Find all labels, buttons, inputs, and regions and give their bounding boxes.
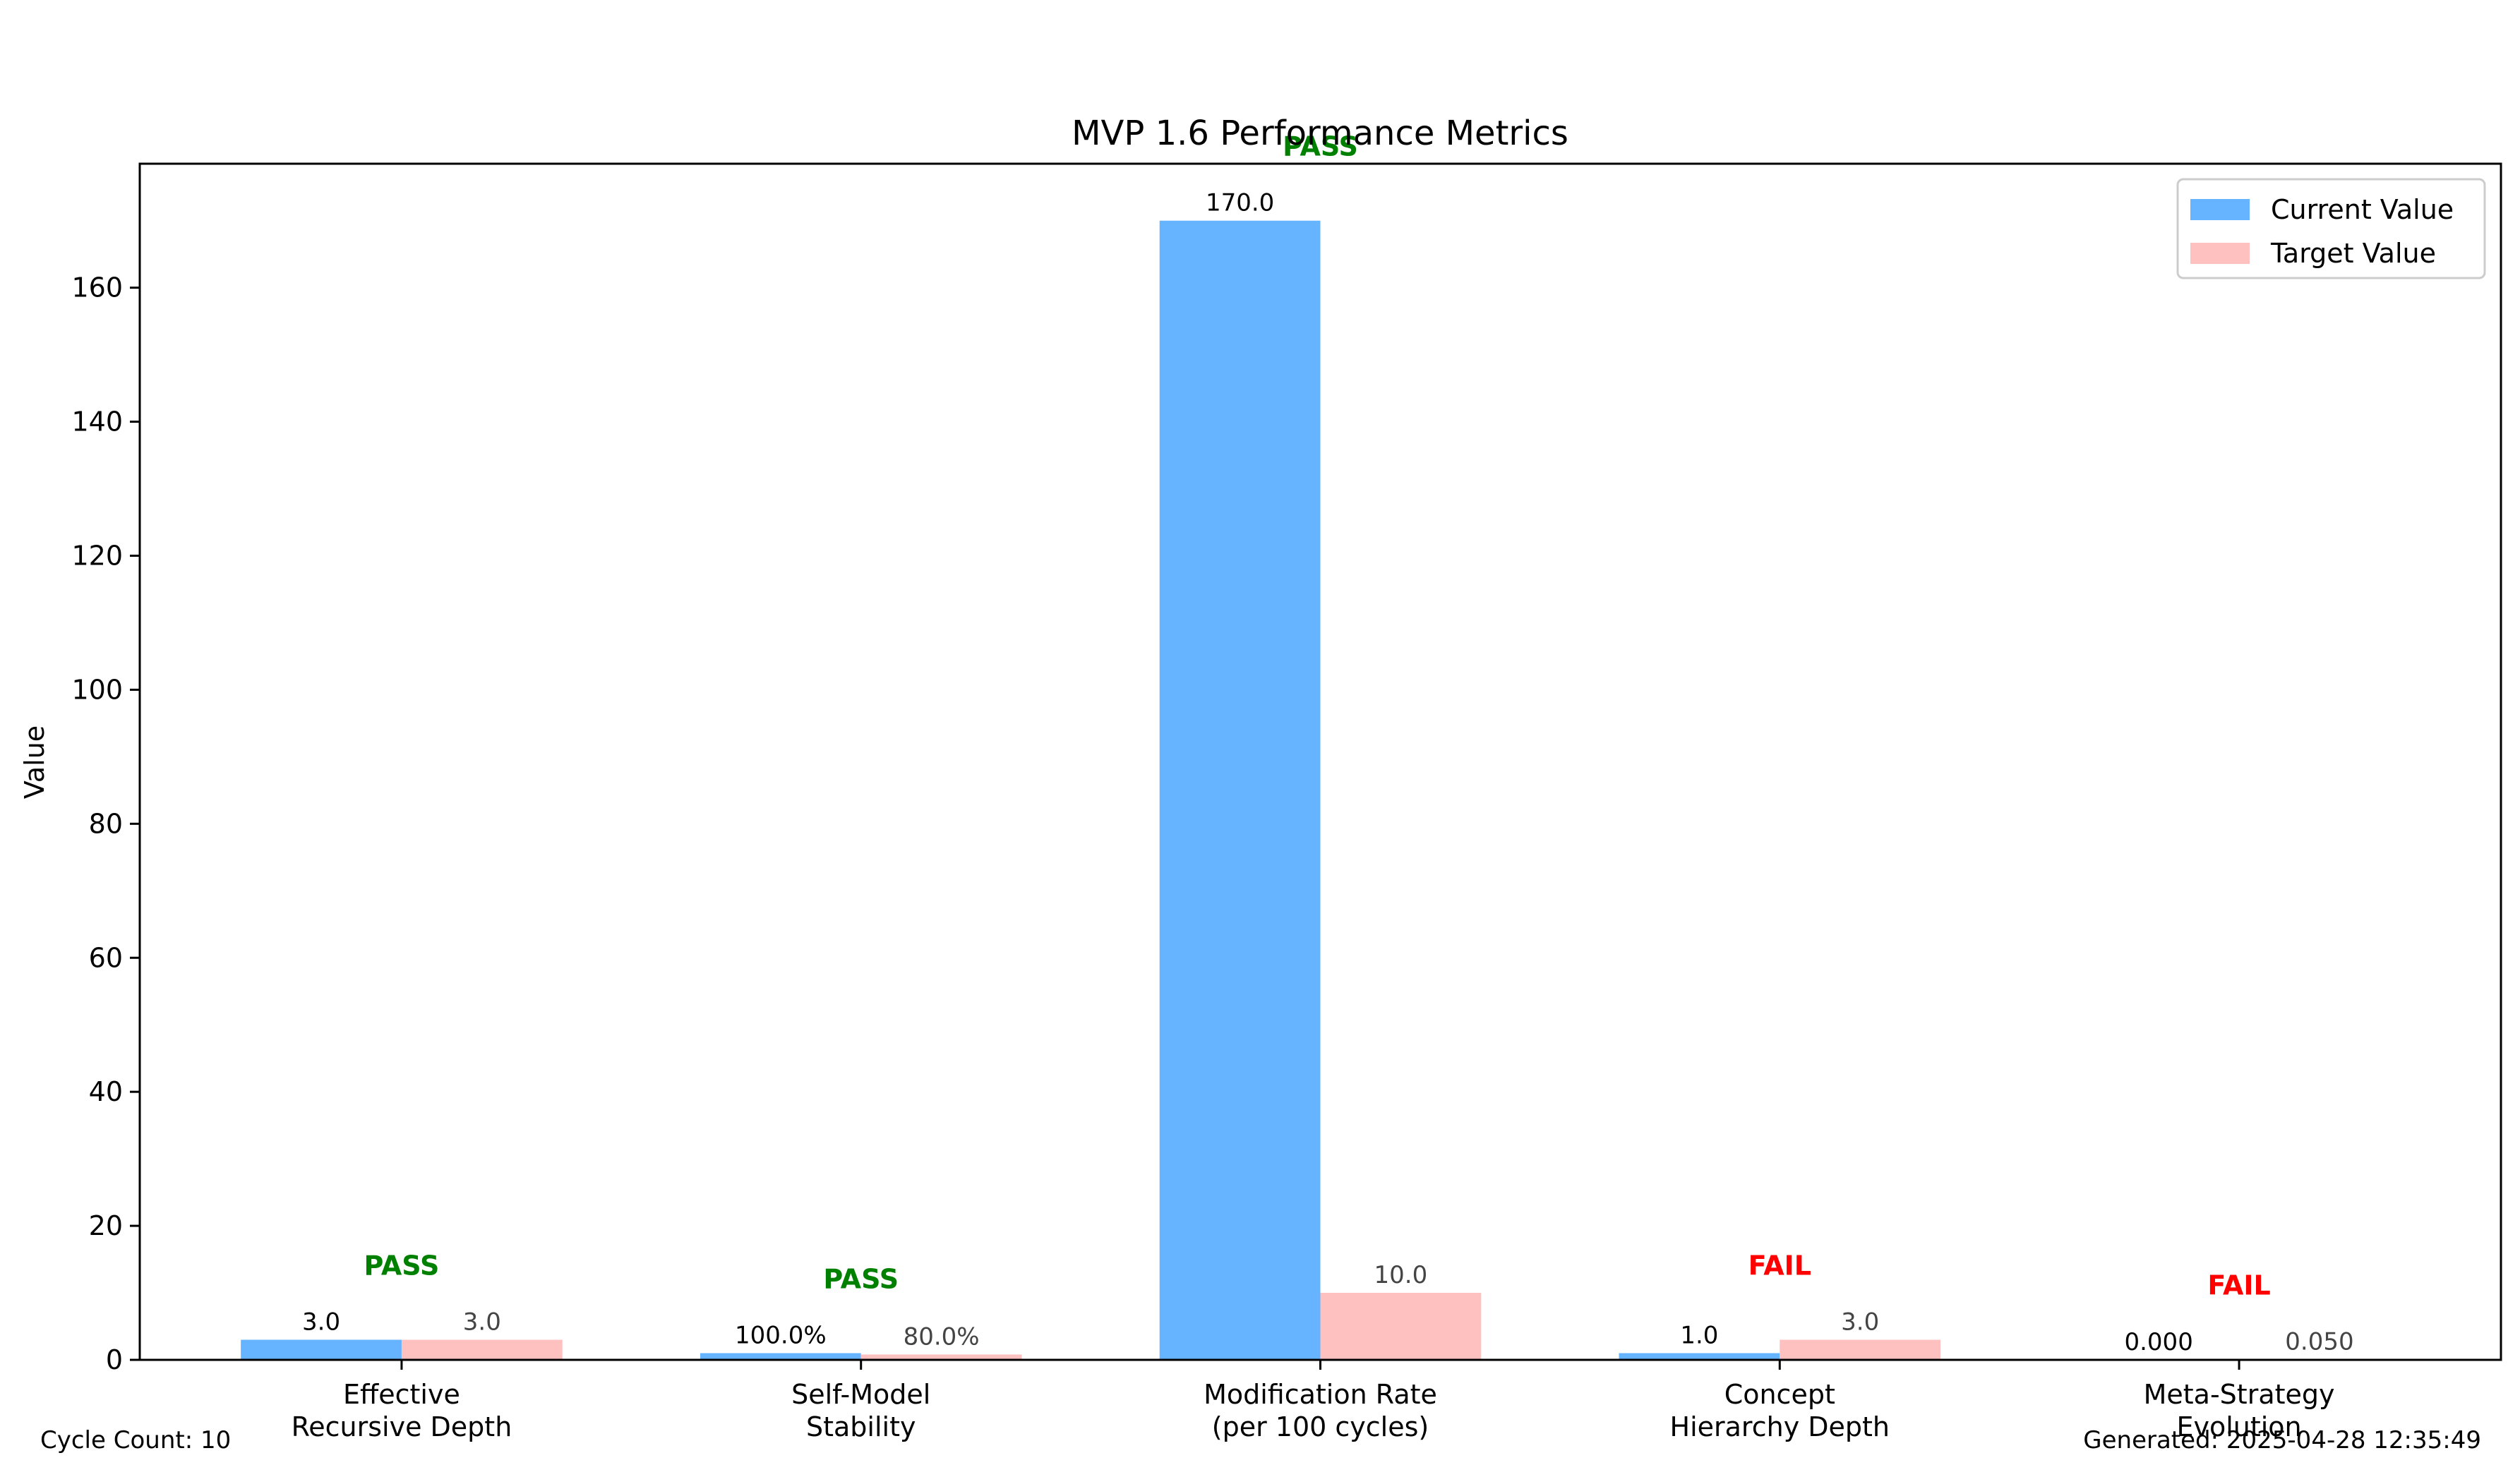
legend-entry-label: Current Value: [2271, 194, 2454, 225]
y-tick-label: 0: [106, 1344, 123, 1375]
y-tick-label: 120: [71, 541, 123, 572]
y-tick-label: 140: [71, 406, 123, 438]
current-value-bar: [1160, 221, 1321, 1360]
target-value-bar: [1321, 1293, 1482, 1360]
x-tick-label: Self-Model: [791, 1379, 930, 1410]
status-label: PASS: [823, 1264, 899, 1295]
legend-entry-label: Target Value: [2270, 238, 2436, 269]
target-value-label: 80.0%: [904, 1322, 980, 1351]
legend-swatch: [2190, 199, 2250, 220]
y-axis-label: Value: [19, 725, 50, 799]
legend-swatch: [2190, 243, 2250, 264]
target-value-bar: [402, 1340, 563, 1360]
x-tick-label: Effective: [343, 1379, 460, 1410]
y-tick-label: 20: [89, 1210, 123, 1241]
y-tick-label: 160: [71, 272, 123, 303]
target-value-label: 3.0: [463, 1308, 501, 1337]
status-label: FAIL: [1748, 1250, 1811, 1282]
current-value-label: 170.0: [1206, 189, 1274, 217]
y-tick-label: 60: [89, 942, 123, 973]
target-value-label: 0.050: [2285, 1328, 2353, 1356]
y-tick-label: 80: [89, 808, 123, 839]
status-label: PASS: [364, 1250, 440, 1282]
x-tick-label: (per 100 cycles): [1212, 1411, 1429, 1442]
current-value-label: 100.0%: [735, 1322, 827, 1350]
current-value-label: 0.000: [2124, 1328, 2192, 1356]
current-value-label: 3.0: [302, 1308, 340, 1337]
target-value-label: 10.0: [1374, 1261, 1428, 1289]
target-value-bar: [1780, 1340, 1940, 1360]
legend: Current Value Target Value: [2178, 179, 2485, 278]
x-tick-label: Recursive Depth: [292, 1411, 512, 1442]
target-value-label: 3.0: [1841, 1308, 1879, 1337]
x-tick-label: Stability: [806, 1411, 916, 1442]
chart-title: MVP 1.6 Performance Metrics: [1072, 114, 1568, 153]
current-value-bar: [241, 1340, 402, 1360]
x-tick-label: Meta-Strategy: [2144, 1379, 2335, 1410]
cycle-count-text: Cycle Count: 10: [40, 1426, 231, 1454]
x-tick-label: Concept: [1724, 1379, 1835, 1410]
x-tick-label: Hierarchy Depth: [1670, 1411, 1890, 1442]
y-tick-label: 40: [89, 1076, 123, 1107]
generated-timestamp: Generated: 2025-04-28 12:35:49: [2083, 1426, 2481, 1454]
status-label: FAIL: [2207, 1270, 2270, 1301]
y-tick-label: 100: [71, 674, 123, 705]
x-tick-label: Modification Rate: [1204, 1379, 1437, 1410]
current-value-label: 1.0: [1680, 1322, 1718, 1350]
